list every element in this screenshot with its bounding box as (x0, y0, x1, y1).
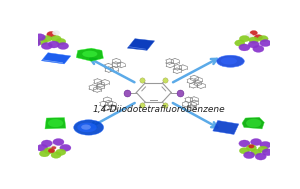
Circle shape (254, 35, 262, 40)
Circle shape (239, 140, 250, 147)
Circle shape (56, 38, 66, 45)
Circle shape (245, 33, 253, 38)
Circle shape (239, 36, 250, 42)
Circle shape (42, 36, 52, 42)
Circle shape (52, 31, 60, 35)
Circle shape (250, 139, 262, 146)
Circle shape (253, 45, 264, 52)
Circle shape (51, 152, 61, 158)
Circle shape (48, 41, 59, 48)
Circle shape (260, 141, 271, 148)
Circle shape (246, 145, 256, 151)
Circle shape (250, 31, 257, 35)
Circle shape (52, 146, 56, 149)
Circle shape (51, 145, 57, 148)
Circle shape (239, 148, 250, 154)
Circle shape (37, 144, 48, 151)
Circle shape (262, 149, 273, 156)
Circle shape (39, 150, 50, 157)
Circle shape (249, 37, 259, 43)
Circle shape (235, 40, 245, 46)
Circle shape (239, 44, 250, 51)
Circle shape (53, 139, 64, 146)
Circle shape (244, 152, 255, 159)
Circle shape (60, 144, 71, 151)
Circle shape (258, 36, 268, 42)
Circle shape (249, 145, 254, 148)
Circle shape (37, 38, 47, 45)
Text: 1,4-Diiodotetrafluorobenzene: 1,4-Diiodotetrafluorobenzene (92, 105, 225, 115)
Circle shape (251, 149, 261, 155)
Circle shape (47, 31, 56, 37)
Circle shape (255, 153, 266, 160)
Circle shape (260, 40, 271, 46)
Circle shape (248, 41, 259, 48)
Circle shape (34, 34, 45, 41)
Circle shape (258, 146, 268, 153)
Circle shape (30, 40, 41, 46)
Circle shape (41, 140, 52, 147)
Circle shape (44, 148, 54, 154)
Circle shape (41, 43, 52, 50)
Circle shape (51, 36, 61, 42)
Circle shape (58, 43, 69, 50)
Circle shape (56, 149, 66, 155)
Circle shape (48, 149, 55, 153)
